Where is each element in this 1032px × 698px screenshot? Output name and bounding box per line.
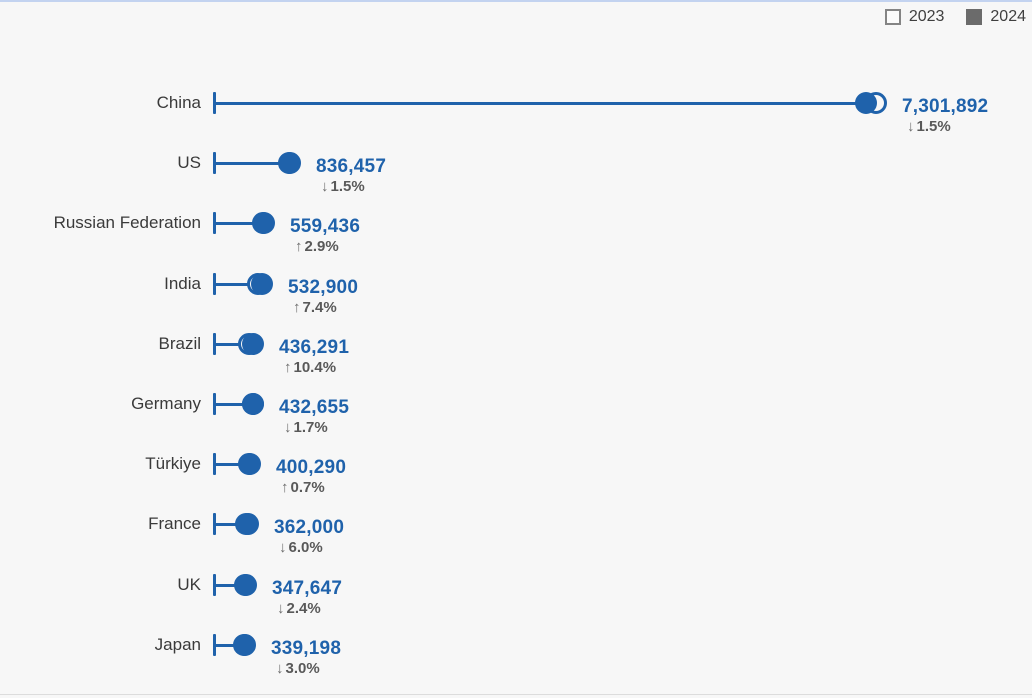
marker-2024 bbox=[233, 634, 255, 656]
value-annotation: 532,900 ↑ 7.4% bbox=[288, 277, 358, 317]
arrow-down-icon: ↓ bbox=[277, 600, 285, 617]
value-annotation: 836,457 ↓ 1.5% bbox=[316, 156, 386, 196]
change-percent: 7.4% bbox=[302, 299, 337, 316]
country-label: France bbox=[148, 514, 201, 533]
top-accent-rule bbox=[0, 0, 1032, 2]
country-label: Russian Federation bbox=[53, 213, 201, 232]
change-percent: 2.9% bbox=[304, 238, 339, 255]
marker-2024 bbox=[242, 333, 264, 355]
change-percent: 3.0% bbox=[285, 660, 320, 677]
arrow-down-icon: ↓ bbox=[321, 178, 329, 195]
change-label: ↓ 1.5% bbox=[321, 178, 386, 196]
marker-2024 bbox=[278, 152, 300, 174]
connector-line bbox=[214, 283, 262, 286]
value-label: 836,457 bbox=[316, 156, 387, 177]
value-label: 432,655 bbox=[279, 397, 350, 418]
arrow-up-icon: ↑ bbox=[284, 359, 292, 376]
legend-swatch-2024-icon bbox=[966, 9, 983, 25]
change-percent: 2.4% bbox=[286, 600, 321, 617]
arrow-up-icon: ↑ bbox=[281, 479, 289, 496]
arrow-down-icon: ↓ bbox=[276, 660, 284, 677]
value-annotation: 559,436 ↑ 2.9% bbox=[290, 216, 360, 256]
value-annotation: 7,301,892 ↓ 1.5% bbox=[902, 96, 988, 136]
value-annotation: 400,290 ↑ 0.7% bbox=[276, 457, 346, 497]
change-label: ↓ 1.7% bbox=[284, 419, 349, 437]
change-percent: 1.5% bbox=[916, 118, 951, 135]
marker-2024 bbox=[239, 453, 261, 475]
change-label: ↓ 6.0% bbox=[279, 539, 344, 557]
marker-2024 bbox=[242, 393, 264, 415]
change-percent: 1.5% bbox=[330, 178, 365, 195]
country-label: UK bbox=[177, 575, 201, 594]
country-label: Japan bbox=[154, 635, 201, 654]
connector-line bbox=[214, 222, 264, 225]
change-label: ↑ 2.9% bbox=[295, 238, 360, 256]
country-label: Türkiye bbox=[145, 454, 201, 473]
arrow-down-icon: ↓ bbox=[284, 419, 292, 436]
value-label: 347,647 bbox=[272, 578, 343, 599]
change-percent: 0.7% bbox=[290, 479, 325, 496]
connector-line bbox=[214, 463, 250, 466]
value-annotation: 339,198 ↓ 3.0% bbox=[271, 638, 341, 678]
marker-2024 bbox=[253, 212, 275, 234]
connector-line bbox=[214, 584, 246, 587]
value-label: 532,900 bbox=[288, 277, 359, 298]
connector-line bbox=[214, 644, 245, 647]
change-percent: 1.7% bbox=[293, 419, 328, 436]
change-percent: 6.0% bbox=[288, 539, 323, 556]
legend-item-2023[interactable]: 2023 bbox=[884, 8, 945, 26]
value-annotation: 362,000 ↓ 6.0% bbox=[274, 517, 344, 557]
change-label: ↓ 1.5% bbox=[907, 118, 988, 136]
arrow-up-icon: ↑ bbox=[295, 238, 303, 255]
value-label: 339,198 bbox=[271, 638, 342, 659]
value-annotation: 436,291 ↑ 10.4% bbox=[279, 337, 349, 377]
connector-line bbox=[214, 102, 866, 105]
change-percent: 10.4% bbox=[293, 359, 337, 376]
arrow-up-icon: ↑ bbox=[293, 299, 301, 316]
value-label: 362,000 bbox=[274, 517, 345, 538]
country-label: India bbox=[164, 274, 201, 293]
legend-label-2024: 2024 bbox=[990, 8, 1026, 25]
connector-line bbox=[214, 343, 253, 346]
connector-line bbox=[214, 523, 247, 526]
value-label: 7,301,892 bbox=[902, 96, 989, 117]
legend-item-2024[interactable]: 2024 bbox=[966, 8, 1026, 26]
legend-label-2023: 2023 bbox=[908, 8, 945, 25]
value-annotation: 347,647 ↓ 2.4% bbox=[272, 578, 342, 618]
legend-swatch-2023-icon bbox=[884, 9, 901, 25]
change-label: ↑ 0.7% bbox=[281, 479, 346, 497]
arrow-down-icon: ↓ bbox=[907, 118, 915, 135]
value-label: 400,290 bbox=[276, 457, 347, 478]
change-label: ↑ 7.4% bbox=[293, 299, 358, 317]
marker-2024 bbox=[855, 92, 877, 114]
marker-2024 bbox=[234, 574, 256, 596]
country-label: Germany bbox=[131, 394, 201, 413]
connector-line bbox=[214, 403, 253, 406]
country-label: China bbox=[156, 93, 201, 112]
bottom-rule bbox=[0, 694, 1032, 695]
chart-legend: 2023 2024 bbox=[884, 8, 1026, 26]
change-label: ↑ 10.4% bbox=[284, 359, 349, 377]
marker-2024 bbox=[235, 513, 257, 535]
value-label: 559,436 bbox=[290, 216, 361, 237]
country-label: US bbox=[177, 153, 201, 172]
value-annotation: 432,655 ↓ 1.7% bbox=[279, 397, 349, 437]
change-label: ↓ 2.4% bbox=[277, 600, 342, 618]
marker-2024 bbox=[251, 273, 273, 295]
change-label: ↓ 3.0% bbox=[276, 660, 341, 678]
value-label: 436,291 bbox=[279, 337, 350, 358]
connector-line bbox=[214, 162, 289, 165]
arrow-down-icon: ↓ bbox=[279, 539, 287, 556]
country-label: Brazil bbox=[158, 334, 201, 353]
